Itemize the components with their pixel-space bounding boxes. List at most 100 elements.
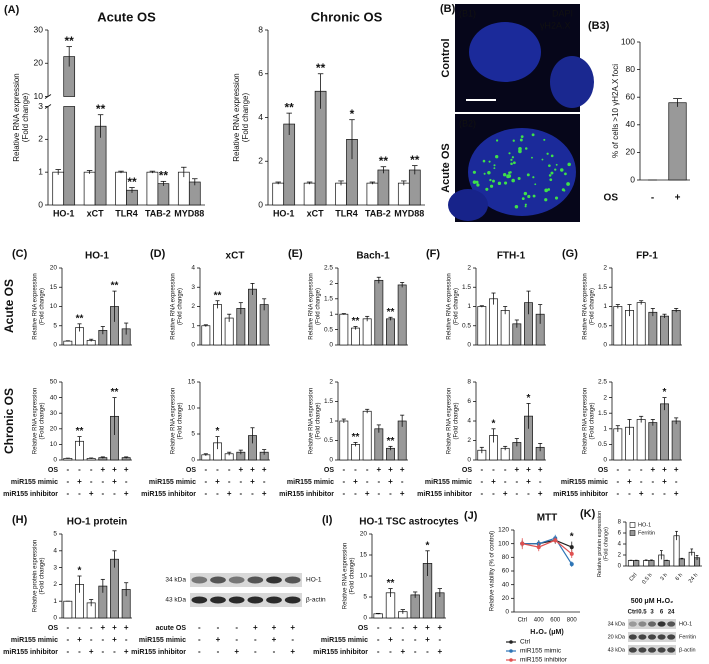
condition-sign: - — [78, 623, 81, 632]
bar — [663, 560, 670, 567]
condition-sign: + — [124, 465, 129, 474]
condition-sign: + — [538, 465, 543, 474]
condition-label: miR155 inhibitor — [3, 491, 58, 498]
bar — [213, 304, 222, 346]
significance: * — [663, 387, 667, 398]
blot-band — [191, 596, 208, 604]
y-tick-label: 20 — [50, 265, 58, 272]
condition-sign: + — [526, 465, 531, 474]
band-name: HO-1 — [679, 621, 692, 627]
y-tick-label: 1 — [603, 426, 607, 433]
row-label: Control — [440, 38, 452, 77]
foci — [555, 163, 558, 166]
condition-sign: - — [616, 465, 619, 474]
panel-label: (I) — [322, 514, 333, 526]
point — [569, 562, 574, 567]
condition-sign: - — [366, 477, 369, 486]
foci — [532, 194, 536, 198]
condition-sign: + — [400, 647, 405, 656]
condition-sign: - — [66, 635, 69, 644]
condition-sign: + — [124, 623, 129, 632]
x-tick-label: TLR4 — [115, 208, 138, 218]
foci — [550, 171, 554, 175]
condition-sign: + — [674, 465, 679, 474]
bar — [668, 102, 687, 181]
bar — [63, 600, 73, 619]
condition-label: OS — [48, 625, 58, 632]
y-tick-label: 2 — [258, 156, 263, 166]
bar — [115, 171, 127, 206]
bar — [408, 169, 421, 206]
condition-sign: - — [515, 489, 518, 498]
bar — [660, 315, 669, 346]
condition-label: miR155 mimic — [149, 479, 196, 486]
condition-sign: - — [527, 489, 530, 498]
foci — [531, 133, 535, 137]
foci — [534, 183, 537, 186]
condition-sign: - — [101, 489, 104, 498]
bar — [397, 284, 407, 346]
y-tick-label: 0.5 — [598, 441, 607, 448]
foci — [492, 179, 495, 183]
foci — [512, 161, 516, 165]
condition-sign: + — [526, 477, 531, 486]
y-tick-label: 0 — [505, 609, 509, 616]
condition-sign: + — [538, 489, 543, 498]
panel-label: (H) — [12, 514, 28, 526]
x-tick-label: HO-1 — [53, 208, 75, 218]
panel-label: (K) — [580, 508, 596, 520]
bar — [362, 410, 372, 461]
legend-label: miR155 mimic — [520, 648, 562, 655]
condition-sign: + — [216, 635, 221, 644]
row-label: Acute OS — [2, 279, 16, 333]
y-tick-label: 0 — [258, 199, 263, 209]
foci — [510, 162, 513, 166]
y-tick-label: 20 — [34, 58, 44, 68]
foci — [549, 178, 553, 182]
condition-label: acute OS — [156, 625, 187, 632]
condition-label: miR155 mimic — [321, 637, 368, 644]
significance: ** — [316, 61, 326, 75]
condition-sign: - — [389, 623, 392, 632]
bar — [660, 403, 669, 461]
point — [569, 551, 574, 556]
condition-sign: - — [239, 489, 242, 498]
condition-sign: - — [251, 489, 254, 498]
bar — [272, 182, 285, 206]
y-tick-label: 15 — [50, 284, 58, 291]
condition-sign: - — [354, 465, 357, 474]
condition-sign: + — [627, 477, 632, 486]
significance: ** — [96, 102, 106, 116]
y-tick-label: 20 — [360, 531, 368, 538]
blot-band — [657, 634, 666, 640]
condition-sign: + — [491, 477, 496, 486]
condition-sign: + — [124, 489, 129, 498]
foci — [546, 152, 549, 155]
condition-sign: - — [90, 623, 93, 632]
condition-sign: + — [400, 489, 405, 498]
condition-sign: - — [675, 477, 678, 486]
y-tick-label: 2.5 — [598, 379, 607, 386]
x-tick-label: xCT — [307, 208, 325, 218]
y-axis-label: Relative viability (% of control) — [490, 531, 496, 611]
bar — [188, 181, 201, 206]
y-tick-label: 0.5 — [324, 326, 333, 333]
foci — [563, 189, 566, 192]
condition-sign: + — [238, 465, 243, 474]
foci — [502, 173, 507, 177]
y-tick-label: 1 — [38, 166, 43, 176]
y-tick-label: 0 — [363, 615, 367, 622]
condition-sign: - — [66, 489, 69, 498]
condition-sign: - — [78, 465, 81, 474]
chart-title: Chronic OS — [311, 9, 383, 24]
y-axis-label: Relative RNA expression — [343, 543, 349, 609]
condition-sign: - — [125, 477, 128, 486]
bar — [633, 560, 640, 567]
x-tick-label: 800 — [567, 618, 578, 624]
chart-title: MTT — [537, 513, 558, 524]
foci — [497, 181, 502, 186]
y-tick-label: 0 — [38, 199, 43, 209]
condition-sign: + — [376, 465, 381, 474]
condition-sign: - — [616, 489, 619, 498]
foci — [519, 138, 523, 142]
